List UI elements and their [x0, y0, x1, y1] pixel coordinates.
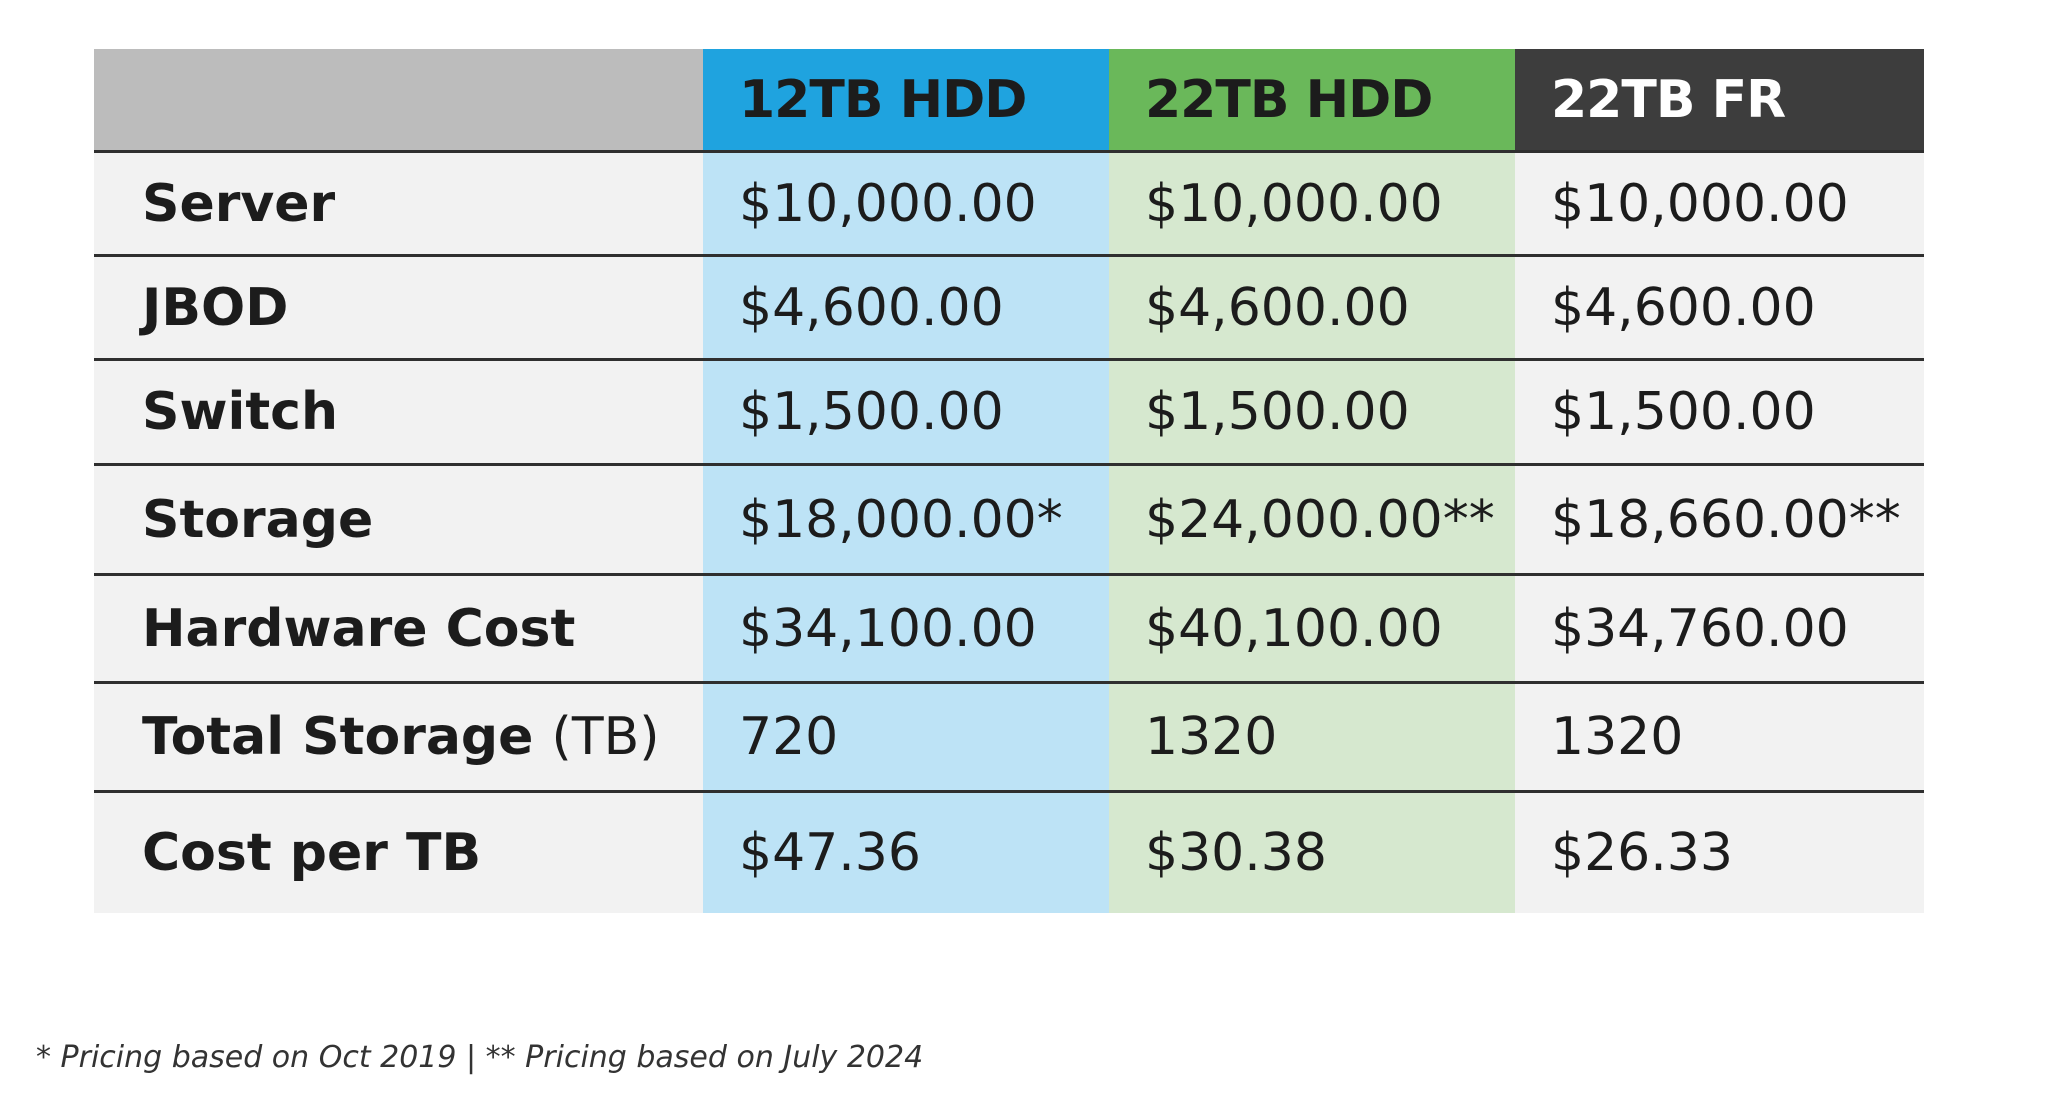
row-label-text: Cost per TB: [142, 822, 482, 883]
cell-22tb-hdd: $30.38: [1109, 791, 1515, 913]
cell-22tb-hdd: 1320: [1109, 682, 1515, 793]
cell-22tb-fr: $34,760.00: [1515, 574, 1924, 684]
table-row: Switch $1,500.00 $1,500.00 $1,500.00: [94, 359, 1924, 466]
row-label-text: Server: [142, 173, 336, 234]
table-row: JBOD $4,600.00 $4,600.00 $4,600.00: [94, 255, 1924, 361]
table-row: Server $10,000.00 $10,000.00 $10,000.00: [94, 151, 1924, 257]
cell-12tb-hdd: $4,600.00: [703, 255, 1109, 361]
table-row: Total Storage (TB) 720 1320 1320: [94, 682, 1924, 793]
row-label-text: Storage: [142, 489, 374, 550]
row-label-text: JBOD: [142, 277, 289, 338]
row-label: Hardware Cost: [94, 574, 703, 684]
cell-12tb-hdd: $47.36: [703, 791, 1109, 913]
header-row: 12TB HDD 22TB HDD 22TB FR: [94, 49, 1924, 153]
cell-22tb-fr: $4,600.00: [1515, 255, 1924, 361]
cell-22tb-fr: $1,500.00: [1515, 359, 1924, 466]
row-label-text: Total Storage: [142, 707, 534, 767]
cell-22tb-hdd: $24,000.00**: [1109, 464, 1515, 576]
cell-22tb-hdd: $1,500.00: [1109, 359, 1515, 466]
table-row: Hardware Cost $34,100.00 $40,100.00 $34,760…: [94, 574, 1924, 684]
row-label: Total Storage (TB): [94, 682, 703, 793]
table-row: Storage $18,000.00* $24,000.00** $18,660.00…: [94, 464, 1924, 576]
table-row: Cost per TB $47.36 $30.38 $26.33: [94, 791, 1924, 913]
row-label: Storage: [94, 464, 703, 576]
cell-22tb-fr: $18,660.00**: [1515, 464, 1924, 576]
cell-22tb-fr: 1320: [1515, 682, 1924, 793]
cell-12tb-hdd: 720: [703, 682, 1109, 793]
cost-comparison-table: 12TB HDD 22TB HDD 22TB FR Server $10,000.…: [94, 49, 1924, 913]
row-label: JBOD: [94, 255, 703, 361]
cell-12tb-hdd: $1,500.00: [703, 359, 1109, 466]
row-label: Cost per TB: [94, 791, 703, 913]
pricing-footnote: * Pricing based on Oct 2019 | ** Pricing…: [36, 1040, 924, 1075]
row-label-unit: (TB): [551, 707, 660, 767]
cell-12tb-hdd: $34,100.00: [703, 574, 1109, 684]
row-label-text: Hardware Cost: [142, 598, 576, 659]
cell-22tb-fr: $26.33: [1515, 791, 1924, 913]
row-label-text: Switch: [142, 382, 339, 442]
column-header-12tb-hdd: 12TB HDD: [703, 49, 1109, 153]
column-header-22tb-hdd: 22TB HDD: [1109, 49, 1515, 153]
row-label: Switch: [94, 359, 703, 466]
cell-12tb-hdd: $18,000.00*: [703, 464, 1109, 576]
row-label: Server: [94, 151, 703, 257]
column-header-22tb-fr: 22TB FR: [1515, 49, 1924, 153]
cell-12tb-hdd: $10,000.00: [703, 151, 1109, 257]
cell-22tb-fr: $10,000.00: [1515, 151, 1924, 257]
header-corner-cell: [94, 49, 703, 153]
cell-22tb-hdd: $10,000.00: [1109, 151, 1515, 257]
cell-22tb-hdd: $4,600.00: [1109, 255, 1515, 361]
cell-22tb-hdd: $40,100.00: [1109, 574, 1515, 684]
